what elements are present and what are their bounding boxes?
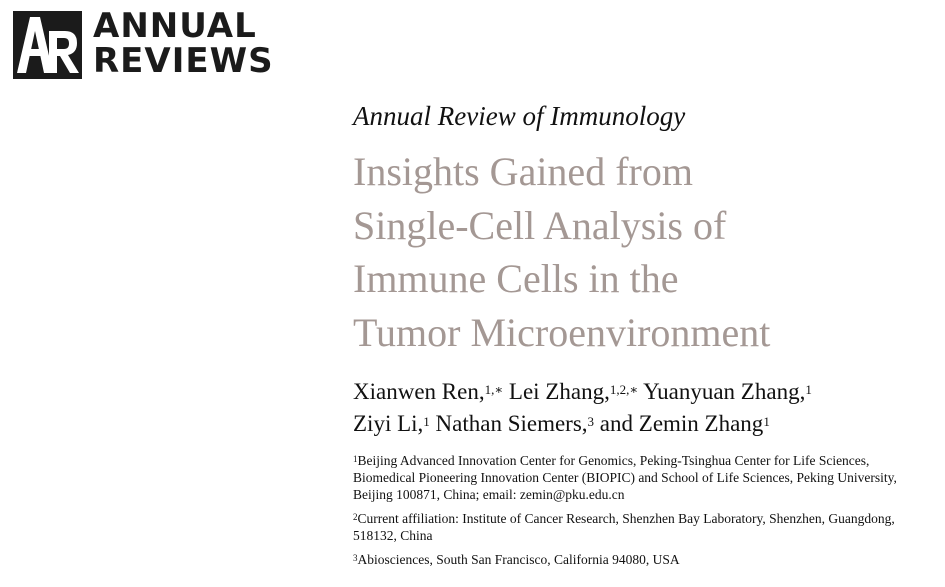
affiliation-number: 1 bbox=[353, 454, 358, 464]
affiliation-item: 1Beijing Advanced Innovation Center for … bbox=[353, 452, 933, 503]
title-line: Tumor Microenvironment bbox=[353, 309, 771, 355]
affiliation-text: Current affiliation: Institute of Cancer… bbox=[353, 511, 895, 543]
author-list: Xianwen Ren,1,∗ Lei Zhang,1,2,∗ Yuanyuan… bbox=[353, 376, 933, 440]
author-conjunction: and bbox=[599, 411, 634, 436]
affiliation-number: 2 bbox=[353, 512, 358, 522]
title-line: Insights Gained from bbox=[353, 149, 693, 194]
author-affil-sup: 3 bbox=[587, 414, 595, 429]
author-affil-sup: 1 bbox=[763, 414, 770, 429]
affiliation-number: 3 bbox=[353, 553, 358, 563]
article-title: Insights Gained from Single-Cell Analysi… bbox=[353, 145, 913, 359]
author-name: Nathan Siemers, bbox=[435, 411, 588, 436]
author-line-2: Ziyi Li,1 Nathan Siemers,3 and Zemin Zha… bbox=[353, 408, 933, 440]
title-line: Immune Cells in the bbox=[353, 256, 679, 301]
author-affil-sup: 1,2,∗ bbox=[609, 382, 639, 397]
affiliations: 1Beijing Advanced Innovation Center for … bbox=[353, 452, 933, 575]
logo-line-reviews: REVIEWS bbox=[93, 41, 274, 81]
logo-wordmark: ANNUAL REVIEWS bbox=[93, 9, 274, 79]
affiliation-item: 3Abiosciences, South San Francisco, Cali… bbox=[353, 551, 933, 568]
annual-reviews-logo[interactable]: ANNUAL REVIEWS bbox=[13, 9, 274, 79]
author-name: Lei Zhang, bbox=[508, 379, 610, 404]
annual-reviews-ar-mark-icon bbox=[13, 11, 82, 79]
title-line: Single-Cell Analysis of bbox=[353, 202, 727, 248]
author-affil-sup: 1,∗ bbox=[484, 382, 504, 397]
author-affil-sup: 1 bbox=[805, 382, 812, 397]
affiliation-text: Abiosciences, South San Francisco, Calif… bbox=[357, 552, 680, 567]
author-name: Zemin Zhang bbox=[638, 411, 764, 436]
author-affil-sup: 1 bbox=[423, 414, 430, 429]
affiliation-text: Beijing Advanced Innovation Center for G… bbox=[353, 453, 897, 502]
journal-name: Annual Review of Immunology bbox=[353, 101, 686, 131]
affiliation-item: 2Current affiliation: Institute of Cance… bbox=[353, 510, 933, 544]
author-name: Xianwen Ren, bbox=[353, 379, 485, 404]
author-name: Ziyi Li, bbox=[353, 411, 424, 436]
author-line-1: Xianwen Ren,1,∗ Lei Zhang,1,2,∗ Yuanyuan… bbox=[353, 376, 933, 408]
author-name: Yuanyuan Zhang, bbox=[643, 379, 806, 404]
logo-line-annual: ANNUAL bbox=[93, 6, 257, 46]
